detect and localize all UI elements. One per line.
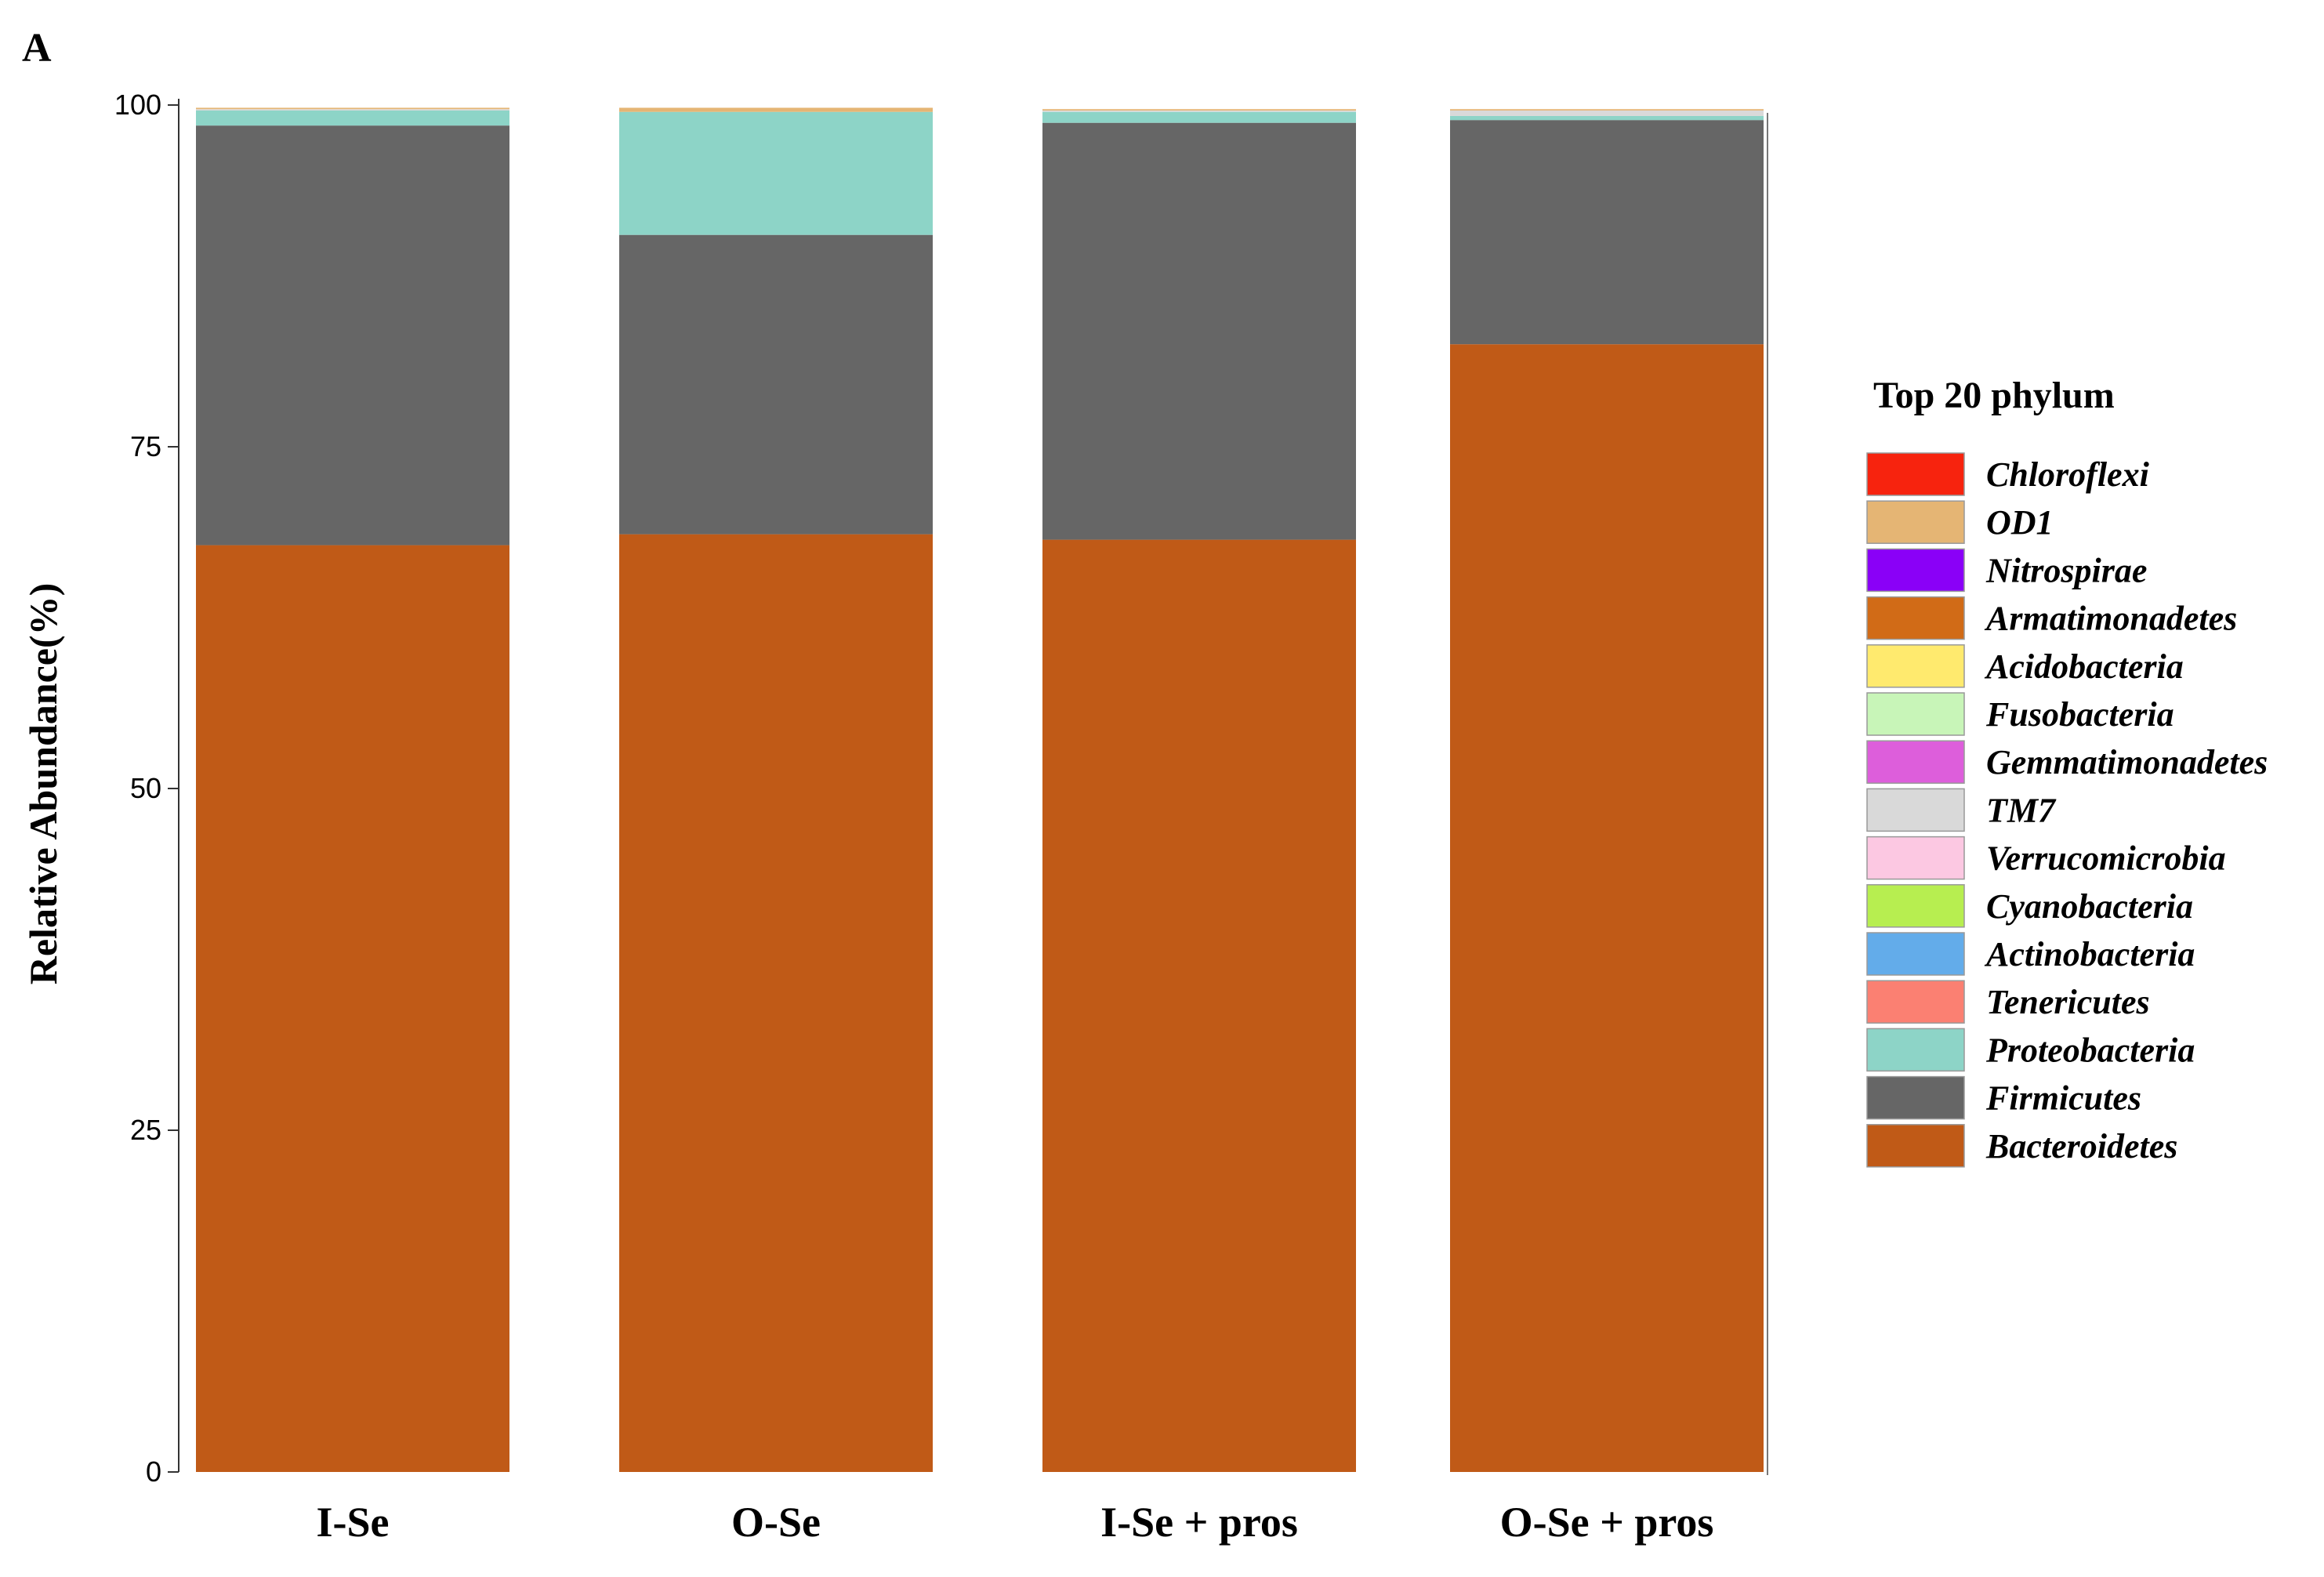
- y-tick-label: 75: [130, 430, 161, 462]
- bar-i-se-od1: [196, 107, 509, 110]
- legend-label-bacteroidetes: Bacteroidetes: [1985, 1127, 2177, 1166]
- legend-label-nitrospirae: Nitrospirae: [1985, 551, 2147, 589]
- bar-o-se-pros-bacteroidetes: [1450, 344, 1764, 1473]
- legend: Top 20 phylum Chloroflexi OD1 Nitrospirae A…: [1866, 375, 2268, 1168]
- x-tick-label: I-Se + pros: [1100, 1499, 1298, 1546]
- bar-o-se-od1: [619, 107, 933, 112]
- bar-o-se-pros-proteobacteria: [1450, 115, 1764, 121]
- legend-swatch-actinobacteria: [1866, 932, 1965, 976]
- y-tick-label: 100: [114, 89, 161, 121]
- y-tick-label: 25: [130, 1114, 161, 1146]
- legend-label-verrucomicrobia: Verrucomicrobia: [1986, 839, 2226, 878]
- legend-label-gemmatimonadetes: Gemmatimonadetes: [1986, 743, 2268, 781]
- bar-i-se-bacteroidetes: [196, 545, 509, 1472]
- bar-i-se-tm7: [196, 109, 509, 111]
- legend-swatch-tm7: [1866, 788, 1965, 832]
- panel-label: A: [22, 26, 52, 71]
- x-tick-label: I-Se: [317, 1499, 390, 1546]
- x-tick-label: O-Se + pros: [1500, 1499, 1714, 1546]
- bar-o-se-firmicutes: [619, 234, 933, 535]
- legend-label-proteobacteria: Proteobacteria: [1985, 1031, 2195, 1069]
- y-tick-label: 0: [146, 1456, 161, 1488]
- bar-i-se-pros-bacteroidetes: [1042, 539, 1356, 1472]
- legend-label-acidobacteria: Acidobacteria: [1984, 647, 2184, 686]
- legend-label-od1: OD1: [1986, 503, 2054, 542]
- axes-group: I-Se O-Se I-Se + pros O-Se + pros 0 25 50 75 100: [114, 89, 1768, 1546]
- legend-swatch-chloroflexi: [1866, 452, 1965, 496]
- x-tick-label: O-Se: [731, 1499, 821, 1546]
- bar-o-se-bacteroidetes: [619, 534, 933, 1473]
- legend-label-tenericutes: Tenericutes: [1986, 983, 2150, 1021]
- legend-swatch-gemmatimonadetes: [1866, 740, 1965, 784]
- legend-label-chloroflexi: Chloroflexi: [1986, 455, 2150, 494]
- bar-o-se-pros-tm7: [1450, 110, 1764, 116]
- legend-label-fusobacteria: Fusobacteria: [1985, 695, 2174, 734]
- legend-swatch-bacteroidetes: [1866, 1124, 1965, 1168]
- bar-i-se-proteobacteria: [196, 110, 509, 126]
- bar-i-se-firmicutes: [196, 125, 509, 546]
- legend-label-actinobacteria: Actinobacteria: [1984, 935, 2195, 973]
- legend-swatch-verrucomicrobia: [1866, 836, 1965, 880]
- legend-swatch-proteobacteria: [1866, 1028, 1965, 1072]
- bar-o-se-proteobacteria: [619, 111, 933, 235]
- bar-i-se-pros-firmicutes: [1042, 122, 1356, 540]
- legend-label-armatimonadetes: Armatimonadetes: [1984, 600, 2237, 638]
- y-axis-title: Relative Abundance(%): [21, 583, 65, 985]
- legend-label-tm7: TM7: [1986, 791, 2057, 829]
- legend-label-cyanobacteria: Cyanobacteria: [1986, 887, 2193, 926]
- bar-i-se-pros-proteobacteria: [1042, 111, 1356, 123]
- legend-label-firmicutes: Firmicutes: [1985, 1079, 2141, 1118]
- y-tick-label: 50: [130, 772, 161, 804]
- legend-title: Top 20 phylum: [1873, 375, 2115, 416]
- legend-swatch-fusobacteria: [1866, 692, 1965, 736]
- bar-i-se-pros-tm7: [1042, 110, 1356, 112]
- legend-swatch-tenericutes: [1866, 980, 1965, 1024]
- legend-swatch-od1: [1866, 500, 1965, 544]
- legend-swatch-nitrospirae: [1866, 548, 1965, 593]
- bar-i-se-pros-od1: [1042, 109, 1356, 111]
- legend-swatch-acidobacteria: [1866, 644, 1965, 688]
- legend-swatch-firmicutes: [1866, 1075, 1965, 1120]
- bar-o-se-pros-firmicutes: [1450, 120, 1764, 345]
- bars-group: [196, 107, 1764, 1473]
- bar-o-se-pros-od1: [1450, 109, 1764, 111]
- legend-swatch-cyanobacteria: [1866, 884, 1965, 928]
- legend-swatch-armatimonadetes: [1866, 596, 1965, 640]
